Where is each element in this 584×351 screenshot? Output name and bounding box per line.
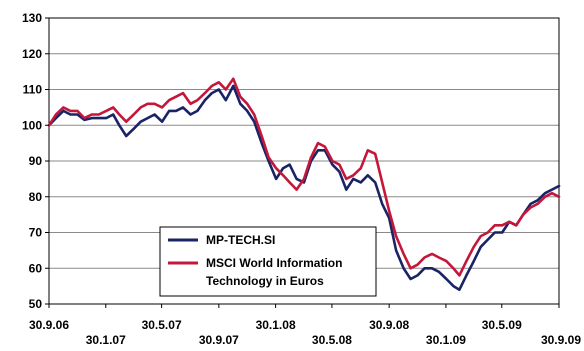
y-tick-label: 100 <box>22 118 42 132</box>
y-tick-label: 60 <box>29 261 43 275</box>
x-tick-label: 30.5.09 <box>482 318 522 332</box>
y-tick-label: 120 <box>22 47 42 61</box>
y-tick-label: 90 <box>29 154 43 168</box>
x-tick-label: 30.5.07 <box>142 318 182 332</box>
series-line-msci-world-it <box>47 77 561 277</box>
legend-label-mp-tech: MP-TECH.SI <box>206 233 275 247</box>
axes: 50 60 70 80 90 100 110 120 130 30.9.06 30.1.07 30.5… <box>22 11 581 347</box>
x-tick-label: 30.9.06 <box>29 318 69 332</box>
series-lines <box>47 77 561 292</box>
gridlines <box>49 53 559 269</box>
legend-label-msci-world-it-line: Technology in Euros <box>206 274 324 288</box>
y-tick-label: 70 <box>29 226 43 240</box>
x-tick-label: 30.9.09 <box>541 333 581 347</box>
legend-label-msci-world-it-line: MSCI World Information <box>206 256 342 270</box>
x-tick-label: 30.1.08 <box>256 318 296 332</box>
y-tick-label: 130 <box>22 11 42 25</box>
x-tick-label: 30.1.07 <box>86 333 126 347</box>
series-line-mp-tech <box>47 84 561 292</box>
legend: MP-TECH.SI MSCI World Information Technolo… <box>159 226 377 297</box>
y-tick-label: 50 <box>29 297 43 311</box>
x-tick-label: 30.9.08 <box>369 318 409 332</box>
y-tick-label: 110 <box>23 83 43 97</box>
y-tick-label: 80 <box>29 190 43 204</box>
x-tick-label: 30.9.07 <box>199 333 239 347</box>
x-tick-label: 30.1.09 <box>426 333 466 347</box>
x-tick-label: 30.5.08 <box>312 333 352 347</box>
